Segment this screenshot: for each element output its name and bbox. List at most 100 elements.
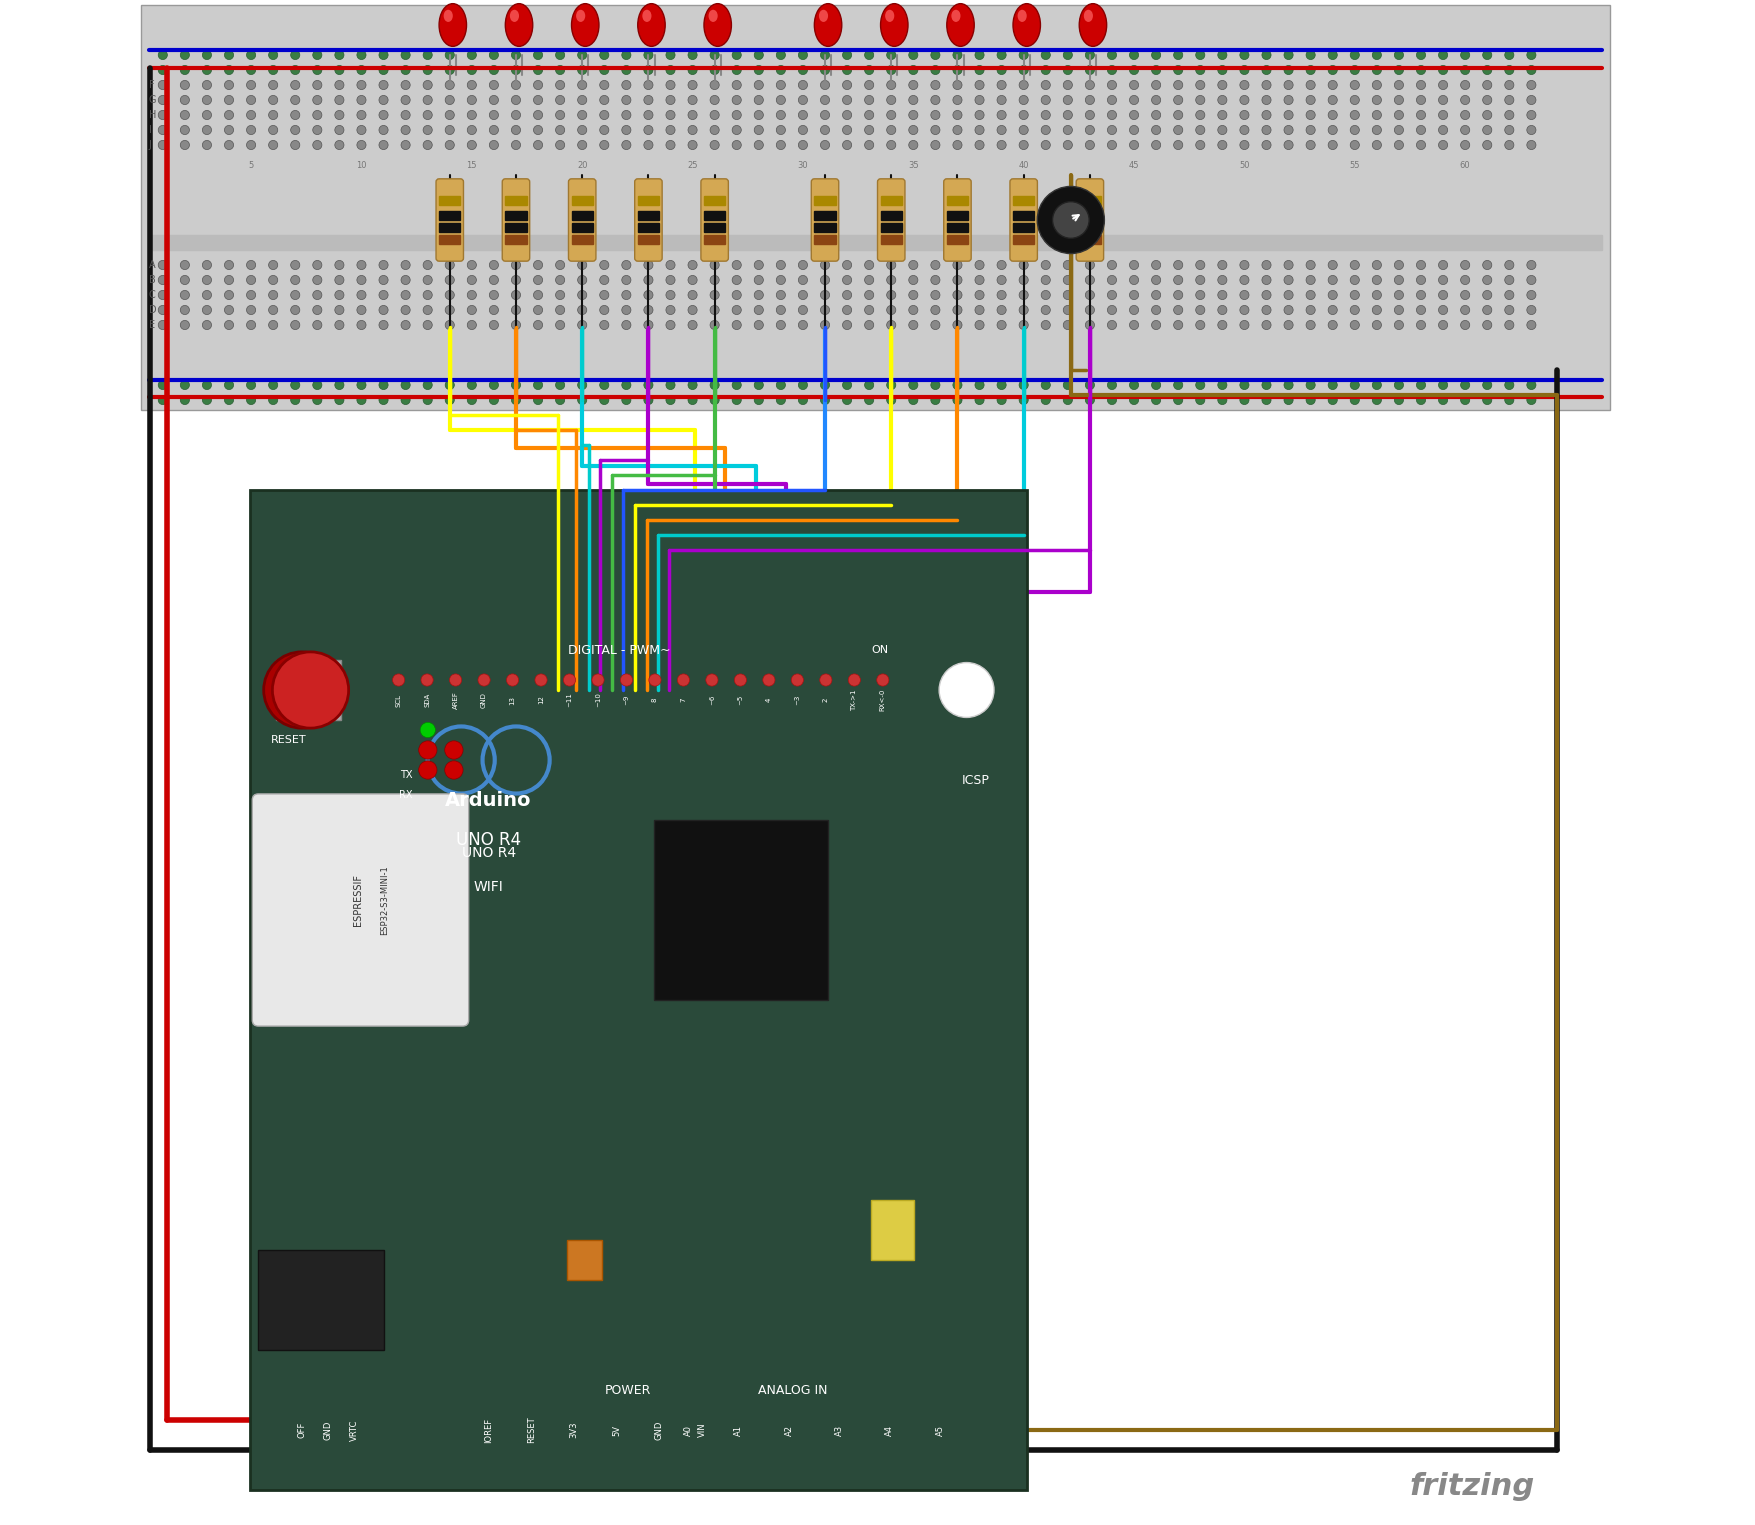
Circle shape [865,81,874,90]
Circle shape [621,395,630,404]
Bar [814,195,835,204]
Circle shape [732,50,741,59]
Circle shape [446,50,455,59]
Circle shape [423,96,432,105]
Circle shape [1064,290,1072,299]
Circle shape [1174,290,1183,299]
Circle shape [665,320,676,329]
Circle shape [1416,261,1425,270]
Circle shape [1085,110,1095,119]
FancyBboxPatch shape [295,816,437,874]
Circle shape [644,290,653,299]
Circle shape [711,261,720,270]
Circle shape [577,320,586,329]
Circle shape [356,395,367,404]
Circle shape [776,320,786,329]
Text: 30: 30 [797,160,809,169]
Circle shape [312,261,321,270]
Ellipse shape [1018,9,1027,21]
Bar [704,210,725,220]
Circle shape [1085,395,1095,404]
Circle shape [225,320,233,329]
Text: A4: A4 [885,1424,895,1435]
Circle shape [402,110,411,119]
Circle shape [1174,125,1183,134]
Circle shape [820,50,830,59]
Circle shape [446,81,455,90]
Text: 8: 8 [651,698,658,702]
Circle shape [997,140,1006,149]
Circle shape [644,50,653,59]
Ellipse shape [820,9,828,21]
Circle shape [732,261,741,270]
Circle shape [1130,81,1139,90]
Circle shape [909,395,918,404]
Circle shape [1085,261,1095,270]
Circle shape [1218,395,1227,404]
Circle shape [444,761,463,779]
Circle shape [158,380,167,389]
Circle shape [225,66,233,75]
Circle shape [1195,305,1206,314]
Circle shape [1174,380,1183,389]
Circle shape [1130,380,1139,389]
Circle shape [490,380,498,389]
Circle shape [1460,81,1469,90]
Circle shape [379,125,388,134]
Circle shape [1285,305,1293,314]
Circle shape [1107,320,1116,329]
Circle shape [644,66,653,75]
Circle shape [423,380,432,389]
Circle shape [446,320,455,329]
Circle shape [886,66,895,75]
Circle shape [665,125,676,134]
Circle shape [909,110,918,119]
Circle shape [446,66,455,75]
Circle shape [644,380,653,389]
Circle shape [1064,380,1072,389]
Circle shape [1174,81,1183,90]
Circle shape [1306,261,1314,270]
Circle shape [1285,395,1293,404]
Circle shape [490,261,498,270]
Circle shape [755,81,763,90]
Circle shape [1151,290,1160,299]
Circle shape [202,125,212,134]
Circle shape [732,380,741,389]
Circle shape [997,50,1006,59]
Circle shape [246,380,256,389]
Text: F: F [149,79,154,90]
Circle shape [976,261,985,270]
Circle shape [953,261,962,270]
Circle shape [556,81,565,90]
Circle shape [1350,50,1360,59]
Circle shape [423,140,432,149]
Circle shape [644,395,653,404]
Circle shape [1064,276,1072,285]
Circle shape [1504,50,1515,59]
Circle shape [1527,96,1536,105]
Circle shape [1395,140,1404,149]
Circle shape [997,261,1006,270]
Circle shape [356,261,367,270]
Circle shape [1306,140,1314,149]
Text: 12: 12 [539,695,544,705]
Circle shape [1504,125,1515,134]
Text: GND: GND [655,1420,663,1440]
Circle shape [291,380,300,389]
Circle shape [1416,125,1425,134]
Circle shape [1085,66,1095,75]
Circle shape [930,140,941,149]
Circle shape [379,290,388,299]
Circle shape [202,320,212,329]
Circle shape [202,96,212,105]
Circle shape [600,50,609,59]
Circle shape [1460,140,1469,149]
Circle shape [1504,96,1515,105]
Circle shape [886,395,895,404]
Text: I: I [149,125,151,136]
Ellipse shape [572,3,598,46]
Circle shape [1504,305,1515,314]
Circle shape [842,66,851,75]
Circle shape [1372,290,1381,299]
